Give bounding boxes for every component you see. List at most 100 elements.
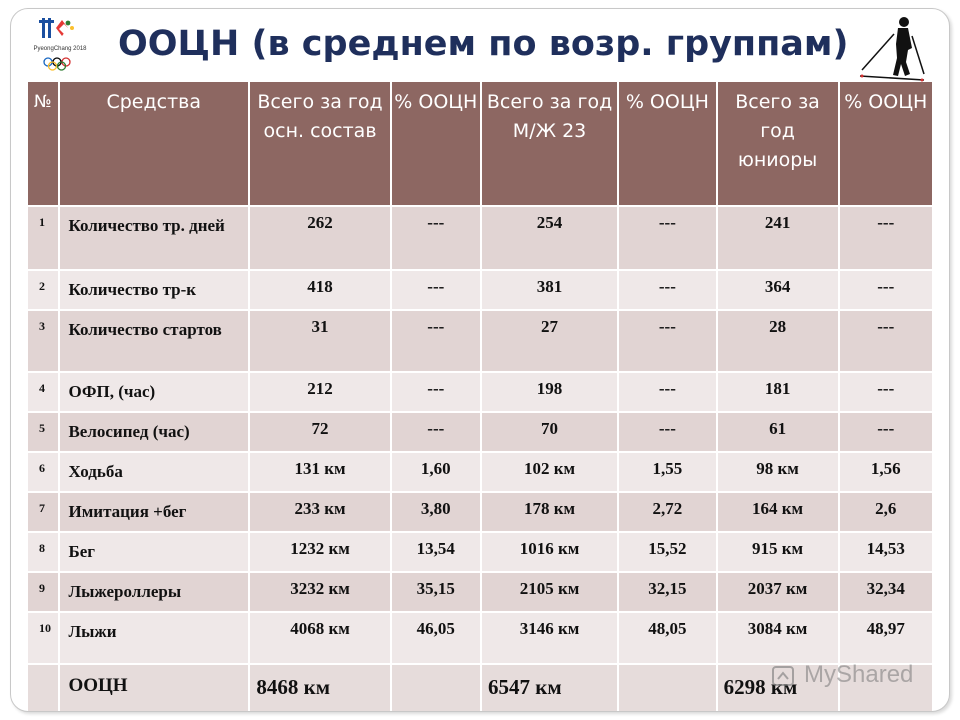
value-cell: 70 bbox=[481, 413, 618, 451]
percent-cell: --- bbox=[619, 373, 716, 411]
value-cell: 212 bbox=[250, 373, 390, 411]
table-row: 2 Количество тр-к 418 --- 381 --- 364 --- bbox=[28, 271, 932, 309]
percent-cell: 32,34 bbox=[839, 573, 932, 611]
row-label: Бег bbox=[60, 533, 249, 571]
percent-cell: --- bbox=[839, 373, 932, 411]
value-cell: 233 км bbox=[250, 493, 390, 531]
column-header: Всего за год М/Ж 23 bbox=[481, 82, 618, 205]
total-value: 8468 км bbox=[250, 665, 390, 711]
value-cell: 3146 км bbox=[481, 613, 618, 663]
value-cell: 915 км bbox=[717, 533, 838, 571]
value-cell: 1016 км bbox=[481, 533, 618, 571]
percent-cell: 46,05 bbox=[391, 613, 480, 663]
row-label: Количество стартов bbox=[60, 311, 249, 371]
value-cell: 28 bbox=[717, 311, 838, 371]
percent-cell: --- bbox=[839, 311, 932, 371]
percent-cell: 32,15 bbox=[619, 573, 716, 611]
value-cell: 241 bbox=[717, 207, 838, 269]
row-number: 4 bbox=[28, 373, 59, 411]
row-number: 5 bbox=[28, 413, 59, 451]
row-number: 1 bbox=[28, 207, 59, 269]
watermark-logo-icon bbox=[772, 665, 794, 686]
column-header: Всего за год юниоры bbox=[717, 82, 838, 205]
row-number: 10 bbox=[28, 613, 59, 663]
value-cell: 381 bbox=[481, 271, 618, 309]
watermark-text: MyShared bbox=[804, 661, 914, 688]
percent-cell: --- bbox=[619, 271, 716, 309]
value-cell: 102 км bbox=[481, 453, 618, 491]
percent-cell: 35,15 bbox=[391, 573, 480, 611]
total-value: 6547 км bbox=[481, 665, 618, 711]
row-label: ОФП, (час) bbox=[60, 373, 249, 411]
row-label: Количество тр. дней bbox=[60, 207, 249, 269]
row-label: Количество тр-к bbox=[60, 271, 249, 309]
table-row: 4 ОФП, (час) 212 --- 198 --- 181 --- bbox=[28, 373, 932, 411]
watermark: MyShared bbox=[770, 655, 930, 695]
value-cell: 61 bbox=[717, 413, 838, 451]
percent-cell: --- bbox=[839, 207, 932, 269]
column-header: № bbox=[28, 82, 59, 205]
value-cell: 254 bbox=[481, 207, 618, 269]
percent-cell: --- bbox=[391, 207, 480, 269]
percent-cell: --- bbox=[391, 413, 480, 451]
row-label: Велосипед (час) bbox=[60, 413, 249, 451]
empty-cell bbox=[839, 665, 932, 711]
row-number: 3 bbox=[28, 311, 59, 371]
percent-cell: --- bbox=[391, 373, 480, 411]
percent-cell: 13,54 bbox=[391, 533, 480, 571]
row-label: Ходьба bbox=[60, 453, 249, 491]
value-cell: 131 км bbox=[250, 453, 390, 491]
value-cell: 4068 км bbox=[250, 613, 390, 663]
table-row: 3 Количество стартов 31 --- 27 --- 28 --- bbox=[28, 311, 932, 371]
value-cell: 3084 км bbox=[717, 613, 838, 663]
percent-cell: 1,56 bbox=[839, 453, 932, 491]
row-label: Лыжи bbox=[60, 613, 249, 663]
percent-cell: --- bbox=[619, 311, 716, 371]
row-number: 9 bbox=[28, 573, 59, 611]
table-row: 8 Бег 1232 км 13,54 1016 км 15,52 915 км 14,53 bbox=[28, 533, 932, 571]
table-total-row: ООЦН 8468 км 6547 км 6298 км bbox=[28, 665, 932, 711]
percent-cell: 2,6 bbox=[839, 493, 932, 531]
percent-cell: 1,60 bbox=[391, 453, 480, 491]
skier-icon bbox=[859, 17, 925, 82]
percent-cell: --- bbox=[391, 271, 480, 309]
value-cell: 164 км bbox=[717, 493, 838, 531]
percent-cell: --- bbox=[619, 207, 716, 269]
table-header-row: № Средства Всего за год осн. состав % ОО… bbox=[28, 82, 932, 205]
percent-cell: 48,97 bbox=[839, 613, 932, 663]
value-cell: 364 bbox=[717, 271, 838, 309]
value-cell: 1232 км bbox=[250, 533, 390, 571]
table-row: 6 Ходьба 131 км 1,60 102 км 1,55 98 км 1,56 bbox=[28, 453, 932, 491]
value-cell: 2037 км bbox=[717, 573, 838, 611]
olympic-logo: PyeongChang 2018 bbox=[28, 14, 92, 72]
column-header: % ООЦН bbox=[619, 82, 716, 205]
olympic-emblem-icon bbox=[39, 18, 74, 71]
column-header: % ООЦН bbox=[391, 82, 480, 205]
value-cell: 181 bbox=[717, 373, 838, 411]
percent-cell: 1,55 bbox=[619, 453, 716, 491]
row-number: 8 bbox=[28, 533, 59, 571]
value-cell: 418 bbox=[250, 271, 390, 309]
column-header: Всего за год осн. состав bbox=[250, 82, 390, 205]
table-row: 7 Имитация +бег 233 км 3,80 178 км 2,72 164 км… bbox=[28, 493, 932, 531]
row-label: Имитация +бег bbox=[60, 493, 249, 531]
value-cell: 2105 км bbox=[481, 573, 618, 611]
percent-cell: --- bbox=[839, 413, 932, 451]
total-value: 6298 км bbox=[717, 665, 838, 711]
total-label: ООЦН bbox=[60, 665, 249, 711]
row-number: 7 bbox=[28, 493, 59, 531]
row-number: 6 bbox=[28, 453, 59, 491]
page-title: ООЦН (в среднем по возр. группам) bbox=[118, 24, 849, 64]
row-number: 2 bbox=[28, 271, 59, 309]
table-row: 5 Велосипед (час) 72 --- 70 --- 61 --- bbox=[28, 413, 932, 451]
percent-cell: --- bbox=[839, 271, 932, 309]
logo-caption: PyeongChang 2018 bbox=[33, 46, 87, 52]
training-volume-table: № Средства Всего за год осн. состав % ОО… bbox=[26, 80, 934, 713]
value-cell: 72 bbox=[250, 413, 390, 451]
row-label: Лыжероллеры bbox=[60, 573, 249, 611]
percent-cell: 3,80 bbox=[391, 493, 480, 531]
table-row: 1 Количество тр. дней 262 --- 254 --- 241 --- bbox=[28, 207, 932, 269]
percent-cell: 48,05 bbox=[619, 613, 716, 663]
value-cell: 262 bbox=[250, 207, 390, 269]
percent-cell: --- bbox=[391, 311, 480, 371]
